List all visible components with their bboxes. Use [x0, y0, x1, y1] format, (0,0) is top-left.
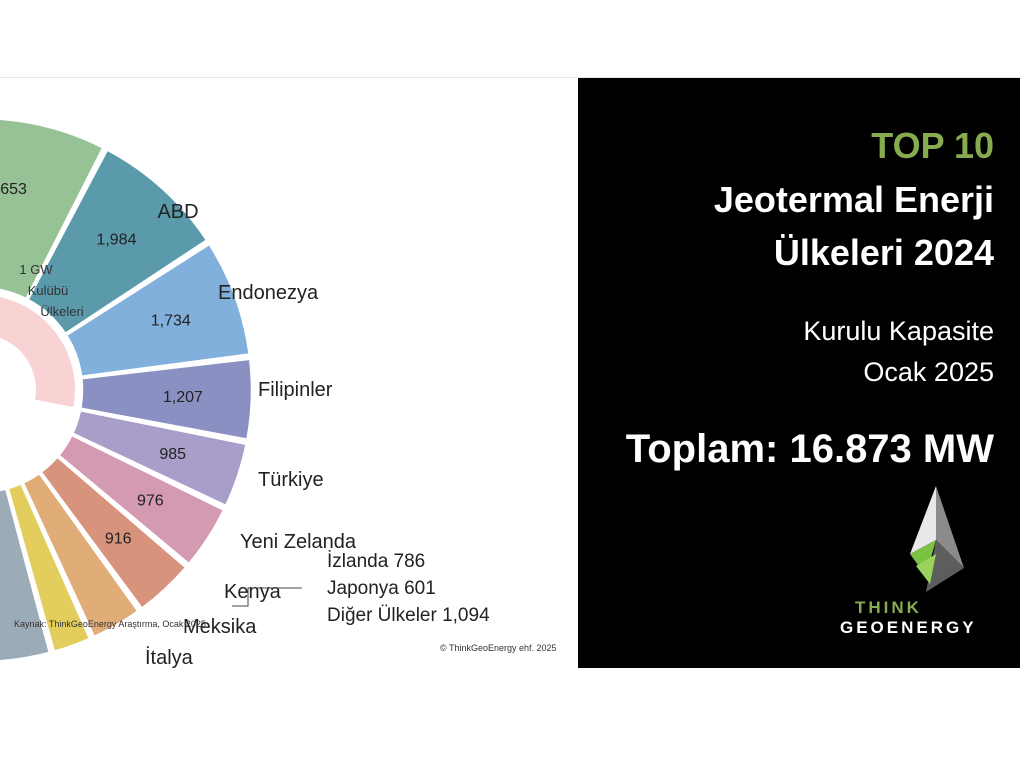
category-label-kenya: Kenya — [224, 581, 282, 603]
center-label-line-2: Kulübü — [28, 283, 68, 298]
value-label-endonezya: 2,653 — [0, 181, 27, 198]
title-line-2: Ülkeleri 2024 — [773, 232, 994, 273]
slice-filipinler — [25, 147, 209, 336]
value-label-meksika: 976 — [137, 492, 164, 509]
copyright-note: © ThinkGeoEnergy ehf. 2025 — [440, 643, 557, 653]
center-label-line-1: 1 GW — [19, 262, 53, 277]
value-label-kenya: 985 — [159, 446, 186, 463]
total-capacity: Toplam: 16.873 MW — [625, 427, 994, 471]
center-label-line-3: Ülkeleri — [40, 304, 83, 319]
slice-yeni-zelanda — [78, 357, 254, 442]
category-label-italya: İtalya — [145, 646, 194, 668]
slice-japonya — [6, 481, 92, 654]
one-gw-club-ring — [0, 295, 77, 410]
top-divider — [0, 77, 1020, 78]
other-label-diger: Diğer Ülkeler 1,094 — [327, 605, 490, 626]
slice-diger-ulkeler — [0, 487, 52, 663]
leader-line — [232, 587, 302, 607]
category-label-yeni-zelanda: Yeni Zelanda — [240, 531, 357, 553]
slice-italya — [38, 454, 188, 611]
slice-meksika — [56, 433, 226, 566]
thinkgeoenergy-logo-icon — [910, 486, 964, 592]
brand-think: THINK — [855, 598, 922, 617]
category-label-endonezya: Endonezya — [218, 282, 319, 304]
other-label-izlanda: İzlanda 786 — [327, 551, 426, 572]
value-label-yeni-zelanda: 1,207 — [163, 389, 203, 406]
slice-turkiye — [64, 242, 252, 379]
source-note: Kaynak: ThinkGeoEnergy Araştırma, Ocak 2… — [14, 619, 206, 629]
brand-geoenergy: GEOENERGY — [840, 618, 977, 637]
slice-endonezya — [0, 117, 106, 301]
category-label-turkiye: Türkiye — [258, 469, 324, 491]
slice-kenya — [70, 408, 249, 508]
category-label-filipinler: Filipinler — [258, 379, 333, 401]
subtitle-line-1: Kurulu Kapasite — [803, 316, 994, 346]
title-line-1: Jeotermal Enerji — [713, 179, 994, 220]
value-label-turkiye: 1,734 — [151, 313, 191, 330]
value-label-italya: 916 — [105, 531, 132, 548]
category-label-meksika: Meksika — [183, 616, 257, 638]
category-label-abd: ABD — [157, 201, 198, 223]
value-label-filipinler: 1,984 — [96, 232, 136, 249]
slice-izlanda — [21, 471, 141, 639]
subtitle-line-2: Ocak 2025 — [863, 357, 994, 387]
other-label-japonya: Japonya 601 — [327, 578, 436, 599]
top10-heading: TOP 10 — [871, 125, 994, 166]
